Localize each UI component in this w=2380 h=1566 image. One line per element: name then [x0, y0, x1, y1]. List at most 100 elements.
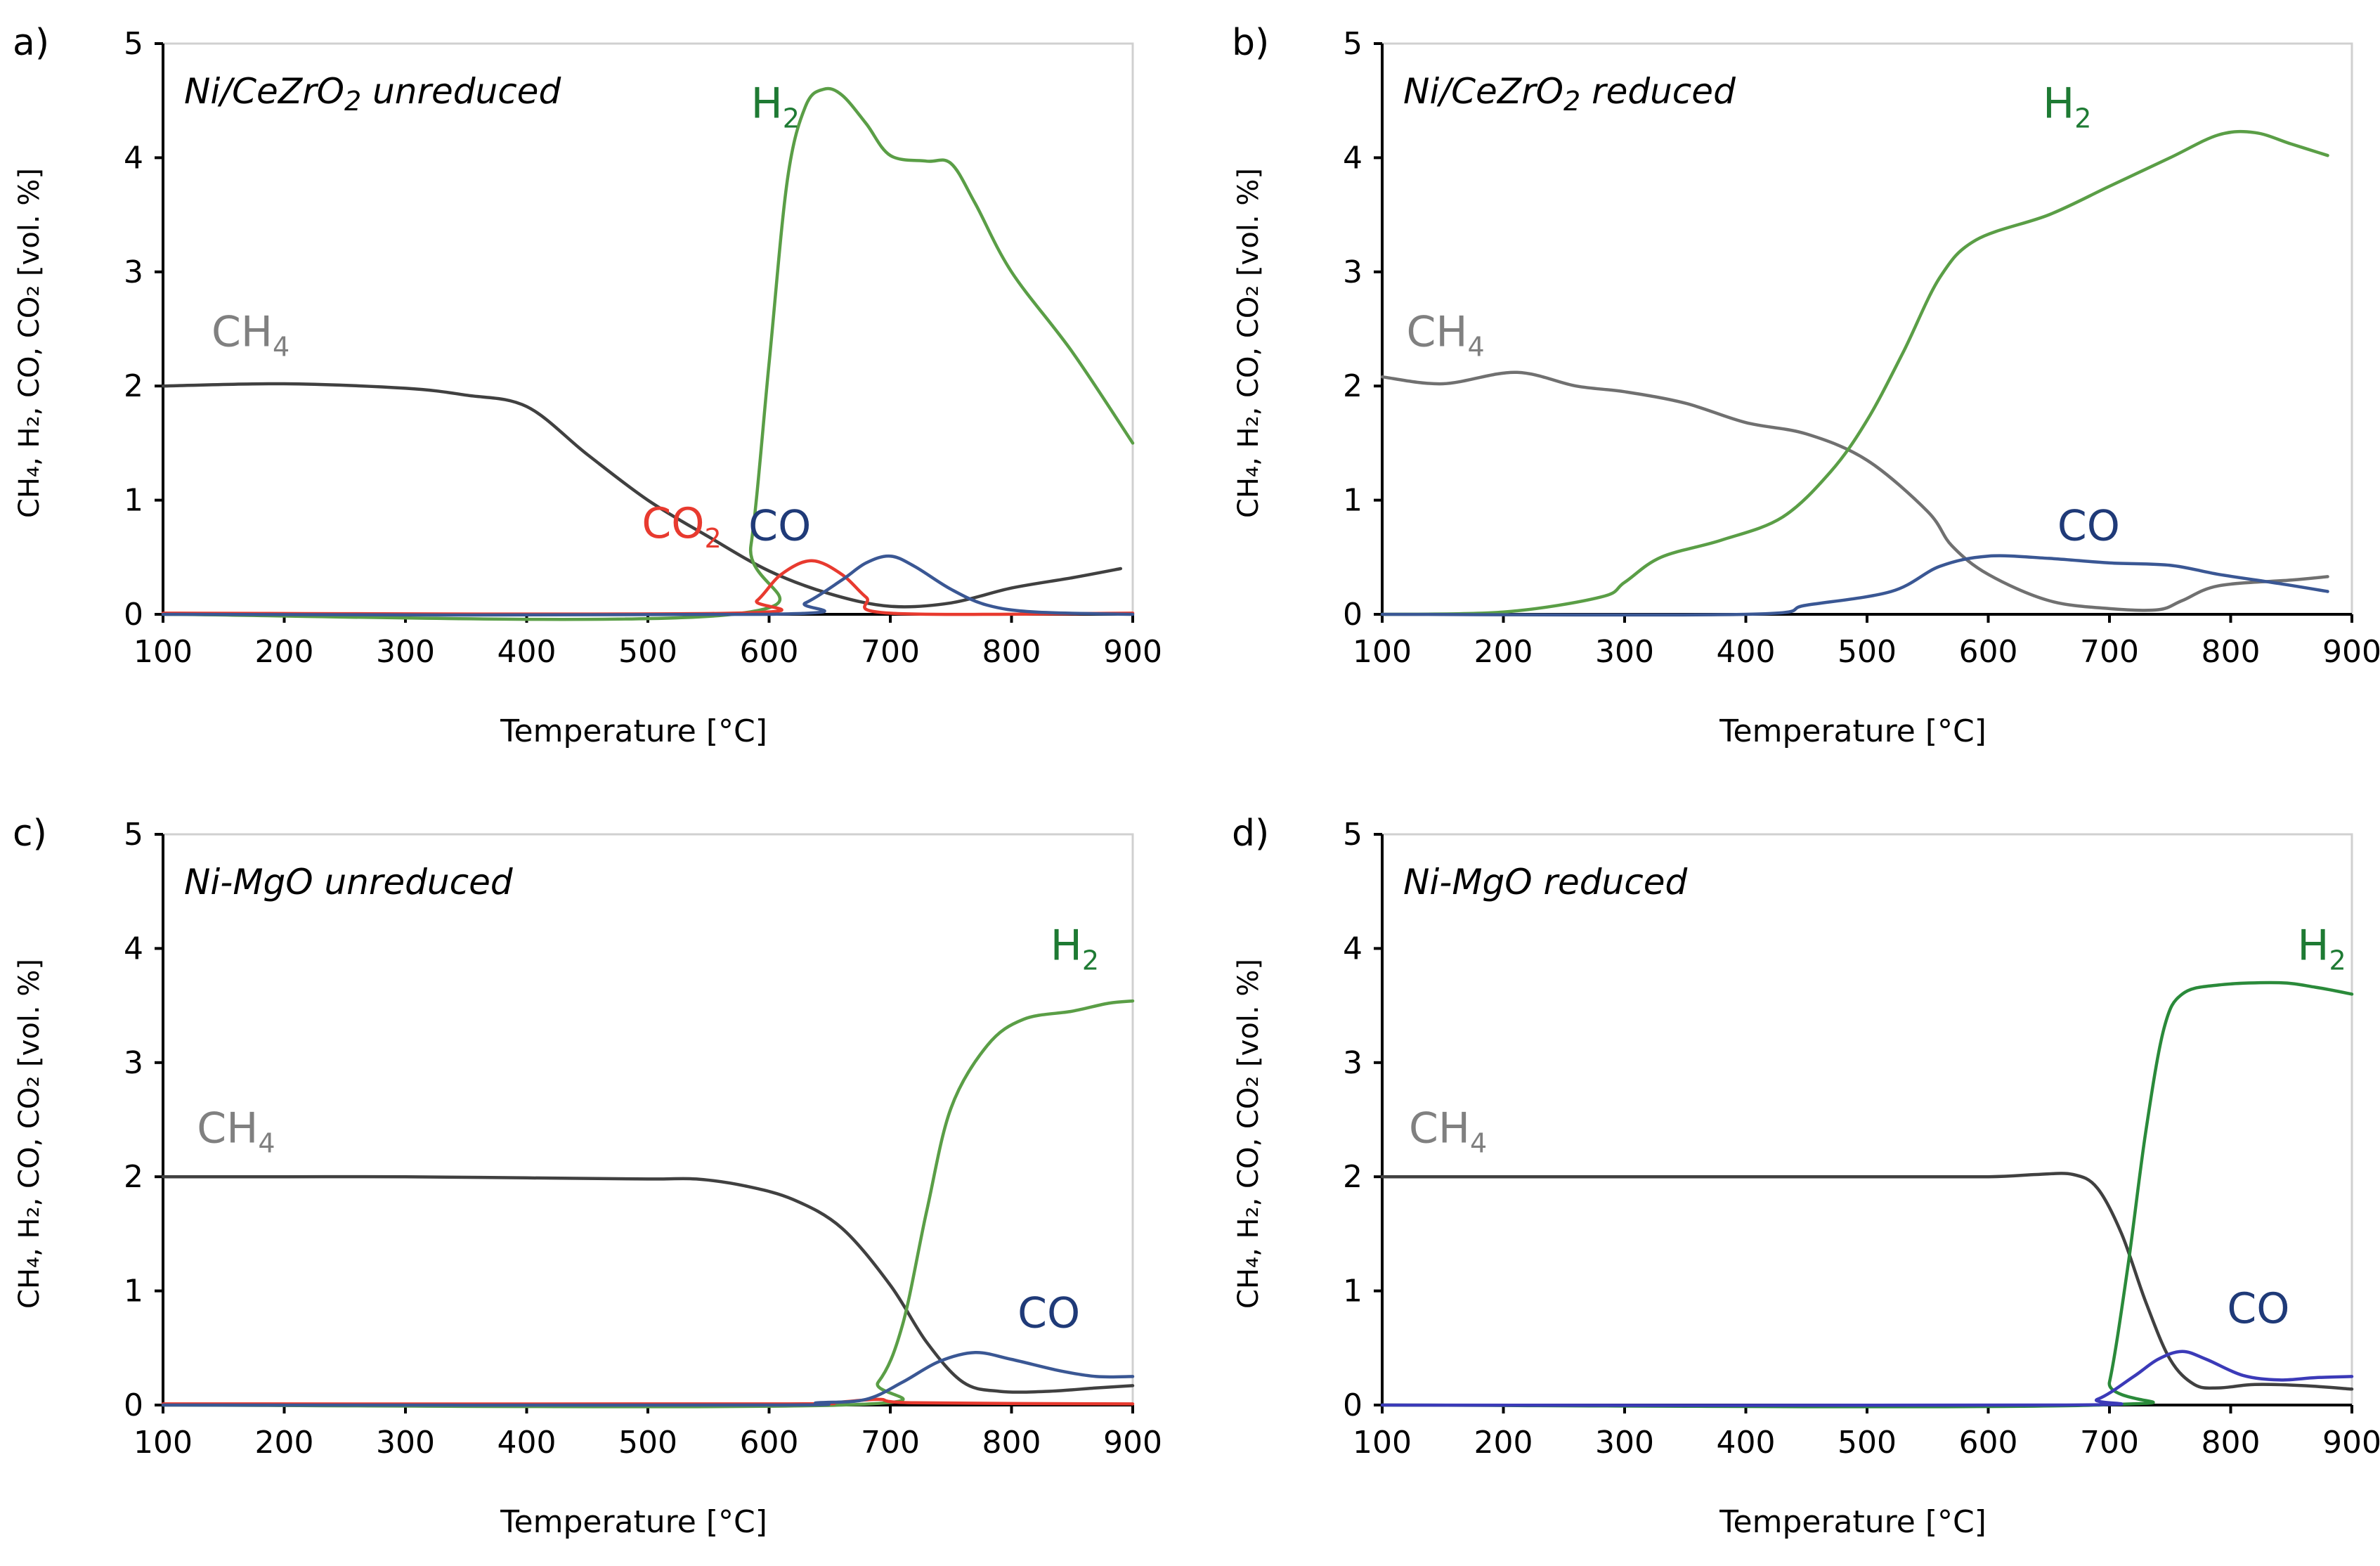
y-tick-label: 3	[1343, 254, 1363, 290]
series-annotation: CO	[2057, 501, 2120, 550]
y-tick-label: 2	[1343, 368, 1363, 404]
plot-area	[162, 833, 1134, 1406]
x-tick-label: 600	[1959, 1425, 2018, 1461]
series-line-co	[161, 554, 1135, 617]
y-tick-label: 5	[124, 26, 143, 62]
series-annotation: CH4	[1407, 307, 1485, 362]
y-tick-label: 2	[124, 368, 143, 404]
x-tick-label: 800	[982, 1425, 1041, 1461]
x-tick-label: 400	[498, 1425, 557, 1461]
y-tick-label: 3	[124, 254, 143, 290]
series-annotation: H2	[2043, 79, 2091, 134]
x-tick-label: 200	[255, 634, 314, 670]
panel-title: Ni-MgO reduced	[1403, 862, 1687, 902]
x-tick-label: 300	[376, 634, 435, 670]
chart-panel-3: 0 1 2 3 4 5 100 200 300 400 500 600 700 800 900 Tempera…	[13, 813, 1162, 1540]
series-line-ch4	[161, 382, 1123, 609]
panel-label: a)	[13, 22, 49, 64]
series-annotation: H2	[1051, 921, 1099, 976]
panel-label: b)	[1232, 22, 1269, 64]
series-line-co2	[161, 1397, 1135, 1406]
x-tick-label: 900	[2322, 1425, 2380, 1461]
y-tick-label: 5	[1343, 817, 1363, 853]
series-annotation: CO	[2227, 1284, 2289, 1333]
y-tick-label: 2	[124, 1159, 143, 1195]
x-tick-label: 100	[134, 634, 193, 670]
y-tick-label: 0	[124, 597, 143, 633]
series-annotation: H2	[2297, 921, 2346, 976]
y-tick-label: 4	[1343, 931, 1363, 966]
series-line-h2	[1380, 129, 2329, 616]
x-tick-label: 100	[134, 1425, 193, 1461]
x-tick-label: 800	[2202, 1425, 2261, 1461]
x-tick-label: 400	[498, 634, 557, 670]
y-tick-label: 4	[124, 931, 143, 966]
chart-panel-1: 0 1 2 3 4 5 100 200 300 400 500 600 700 800 900 Tempera…	[13, 22, 1162, 749]
series-annotation: H2	[751, 79, 800, 134]
series-annotation: CO2	[642, 499, 721, 554]
x-axis-label: Temperature [°C]	[500, 713, 767, 749]
x-tick-label: 700	[861, 634, 920, 670]
x-tick-label: 500	[1838, 1425, 1897, 1461]
y-tick-label: 4	[124, 140, 143, 176]
y-axis-label: CH₄, H₂, CO, CO₂ [vol. %]	[13, 959, 46, 1309]
panel-title: Ni/CeZrO2 unreduced	[184, 71, 561, 117]
x-tick-label: 500	[618, 634, 677, 670]
x-tick-label: 900	[1103, 634, 1162, 670]
plot-area	[1381, 42, 2353, 616]
x-tick-label: 800	[2202, 634, 2261, 670]
y-tick-label: 1	[124, 1274, 143, 1309]
y-tick-label: 3	[1343, 1045, 1363, 1081]
y-tick-label: 5	[124, 817, 143, 853]
series-line-ch4	[1380, 1172, 2354, 1391]
y-axis-label: CH₄, H₂, CO, CO₂ [vol. %]	[1233, 959, 1265, 1309]
y-tick-label: 0	[1343, 1387, 1363, 1423]
panel-label: c)	[13, 813, 47, 855]
y-tick-label: 1	[124, 483, 143, 519]
series-line-ch4	[161, 1174, 1135, 1394]
y-tick-label: 1	[1343, 1274, 1363, 1309]
panel-title: Ni/CeZrO2 reduced	[1403, 71, 1736, 117]
y-tick-label: 0	[1343, 597, 1363, 633]
x-tick-label: 600	[1959, 634, 2018, 670]
y-tick-label: 2	[1343, 1159, 1363, 1195]
x-tick-label: 300	[1595, 634, 1654, 670]
panel-title: Ni-MgO unreduced	[184, 862, 513, 902]
x-tick-label: 900	[1103, 1425, 1162, 1461]
x-tick-label: 300	[376, 1425, 435, 1461]
x-tick-label: 200	[255, 1425, 314, 1461]
x-tick-label: 600	[740, 1425, 799, 1461]
x-tick-label: 700	[2080, 1425, 2139, 1461]
series-annotation: CH4	[1409, 1104, 1487, 1158]
y-tick-label: 5	[1343, 26, 1363, 62]
series-annotation: CO	[1017, 1289, 1080, 1338]
y-tick-label: 4	[1343, 140, 1363, 176]
x-axis-label: Temperature [°C]	[1719, 1504, 1986, 1540]
x-axis-label: Temperature [°C]	[500, 1504, 767, 1540]
x-axis-label: Temperature [°C]	[1719, 713, 1986, 749]
series-annotation: CO	[748, 501, 811, 550]
series-line-h2	[161, 999, 1135, 1409]
chart-panel-4: 0 1 2 3 4 5 100 200 300 400 500 600 700 800 900 Tempera…	[1232, 813, 2380, 1540]
series-line-ch4	[1380, 370, 2329, 612]
x-tick-label: 100	[1353, 1425, 1412, 1461]
plot-area	[1381, 833, 2353, 1406]
x-tick-label: 100	[1353, 634, 1412, 670]
x-tick-label: 700	[2080, 634, 2139, 670]
x-tick-label: 500	[1838, 634, 1897, 670]
y-tick-label: 0	[124, 1387, 143, 1423]
x-tick-label: 500	[618, 1425, 677, 1461]
x-tick-label: 900	[2322, 634, 2380, 670]
series-line-co	[161, 1351, 1135, 1407]
x-tick-label: 400	[1717, 634, 1776, 670]
x-tick-label: 600	[740, 634, 799, 670]
x-tick-label: 300	[1595, 1425, 1654, 1461]
x-tick-label: 700	[861, 1425, 920, 1461]
x-tick-label: 400	[1717, 1425, 1776, 1461]
series-line-co	[1380, 1350, 2354, 1407]
series-line-h2	[1380, 981, 2354, 1409]
y-tick-label: 1	[1343, 483, 1363, 519]
chart-panel-2: 0 1 2 3 4 5 100 200 300 400 500 600 700 800 900 Tempera…	[1232, 22, 2380, 749]
series-annotation: CH4	[197, 1104, 275, 1158]
